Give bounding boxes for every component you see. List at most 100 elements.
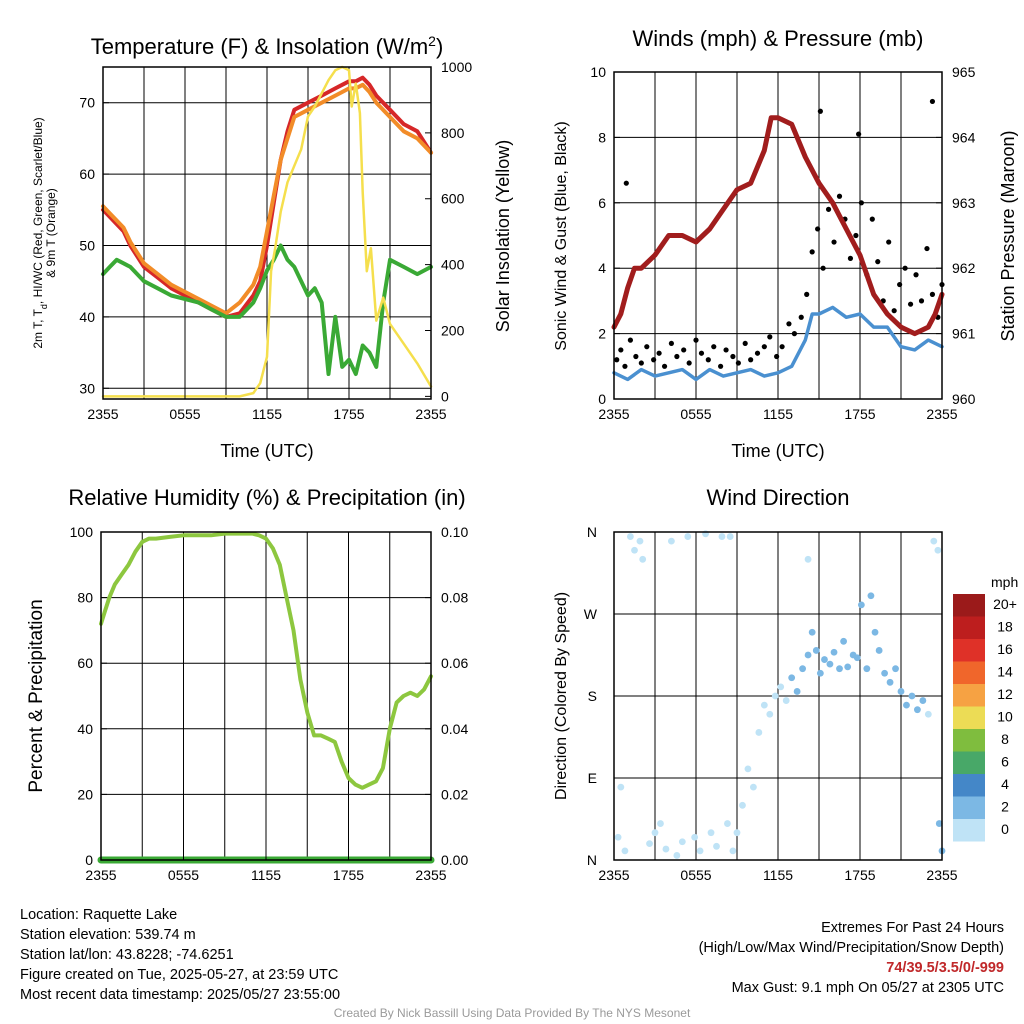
winds-left-tick-label: 6 xyxy=(598,195,606,211)
winds-title: Winds (mph) & Pressure (mb) xyxy=(633,26,924,51)
temp-right-tick-label: 600 xyxy=(441,191,465,207)
direction-point xyxy=(662,845,670,853)
direction-point xyxy=(631,546,638,554)
gust-point xyxy=(774,353,780,360)
direction-point xyxy=(621,847,629,855)
rh-left-tick-label: 80 xyxy=(77,590,93,606)
gust-point xyxy=(748,357,754,363)
gust-point xyxy=(847,255,854,261)
gust-point xyxy=(618,347,624,353)
direction-point xyxy=(771,692,779,700)
direction-point xyxy=(760,701,768,709)
direction-point xyxy=(729,847,737,855)
series-solar-insolation xyxy=(101,65,433,398)
gust-point xyxy=(730,353,736,360)
legend-label: 2 xyxy=(1001,799,1009,815)
gust-point xyxy=(633,353,639,360)
gust-point xyxy=(786,321,792,327)
gust-point xyxy=(698,350,705,356)
direction-point xyxy=(867,592,875,600)
station-location: Location: Raquette Lake xyxy=(20,907,178,923)
gust-point xyxy=(622,363,628,369)
direction-point xyxy=(830,648,838,656)
rh-xtick-label: 1755 xyxy=(333,867,364,883)
temp-xtick-label: 2355 xyxy=(87,406,118,422)
rh-right-tick-label: 0.00 xyxy=(441,852,468,868)
figure-created: Figure created on Tue, 2025-05-27, at 23… xyxy=(20,967,339,983)
legend-swatch xyxy=(953,616,985,639)
gust-point xyxy=(869,216,875,222)
direction-point xyxy=(892,665,899,673)
extremes-info: Extremes For Past 24 Hours (High/Low/Max… xyxy=(699,918,1004,998)
direction-point xyxy=(844,663,852,671)
wdir-xtick-label: 1755 xyxy=(844,867,875,883)
series-station-pressure xyxy=(611,115,945,337)
direction-point xyxy=(857,601,865,609)
legend-swatch xyxy=(953,594,985,617)
direction-point xyxy=(804,651,812,659)
winds-right-tick-label: 965 xyxy=(952,64,976,80)
direction-point xyxy=(808,628,816,636)
extremes-title: Extremes For Past 24 Hours xyxy=(821,920,1004,936)
direction-point xyxy=(744,765,752,773)
legend-swatch xyxy=(953,819,985,842)
temp-left-tick-label: 60 xyxy=(79,166,95,182)
gust-point xyxy=(804,291,810,297)
rh-ylabel: Percent & Precipitation xyxy=(26,599,47,792)
temp-left-tick-label: 50 xyxy=(79,237,95,253)
winds-left-tick-label: 0 xyxy=(598,391,606,407)
winds-left-tick-label: 2 xyxy=(598,326,606,342)
direction-point xyxy=(930,537,938,545)
gust-point xyxy=(798,314,804,320)
direction-point xyxy=(614,833,622,841)
winds-xtick-label: 2355 xyxy=(598,406,629,422)
rh-left-tick-label: 0 xyxy=(85,852,93,868)
wdir-ytick-label: S xyxy=(588,688,597,704)
legend-label: 20+ xyxy=(993,596,1017,612)
gust-point xyxy=(924,245,930,252)
direction-point xyxy=(718,533,726,540)
extremes-values: 74/39.5/3.5/0/-999 xyxy=(886,960,1004,976)
direction-point xyxy=(875,647,883,654)
direction-point xyxy=(934,546,942,554)
gust-point xyxy=(858,200,864,206)
rh-xtick-label: 2355 xyxy=(415,867,446,883)
direction-point xyxy=(657,820,664,827)
gust-point xyxy=(886,239,892,245)
direction-point xyxy=(840,637,847,645)
temp-left-tick-label: 70 xyxy=(79,95,95,111)
winds-right-tick-label: 963 xyxy=(952,195,976,211)
rh-right-tick-label: 0.02 xyxy=(441,786,468,802)
gust-point xyxy=(718,363,724,369)
gust-point xyxy=(627,337,634,343)
gust-point xyxy=(815,226,821,232)
wdir-ytick-label: E xyxy=(588,770,597,786)
rh-xtick-label: 0555 xyxy=(168,867,199,883)
direction-point xyxy=(691,833,699,841)
extremes-subtitle: (High/Low/Max Wind/Precipitation/Snow De… xyxy=(698,940,1004,956)
legend-swatch xyxy=(953,774,985,797)
direction-point xyxy=(826,660,834,668)
humidity-panel: Relative Humidity (%) & Precipitation (i… xyxy=(26,485,468,883)
direction-point xyxy=(853,654,861,662)
direction-point xyxy=(646,840,653,847)
station-latlon: Station lat/lon: 43.8228; -74.6251 xyxy=(20,947,234,963)
wdir-title: Wind Direction xyxy=(706,485,849,510)
direction-point xyxy=(673,852,681,859)
direction-point xyxy=(724,820,731,827)
gust-point xyxy=(907,301,914,307)
temp-right-tick-label: 400 xyxy=(441,257,465,273)
legend-label: 14 xyxy=(997,664,1013,680)
gust-point xyxy=(661,363,668,369)
direction-point xyxy=(707,829,715,837)
temp-xtick-label: 2355 xyxy=(415,406,446,422)
direction-point xyxy=(733,829,741,837)
rh-right-tick-label: 0.06 xyxy=(441,655,468,671)
wdir-xtick-label: 2355 xyxy=(598,867,629,883)
temperature-panel: Temperature (F) & Insolation (W/m2) 2355… xyxy=(31,33,513,461)
winds-panel: Winds (mph) & Pressure (mb) 2355 0555 1155… xyxy=(553,26,1018,461)
gust-point xyxy=(681,347,687,353)
gust-point xyxy=(754,350,761,356)
gust-point xyxy=(711,344,717,350)
legend-swatch xyxy=(953,751,985,774)
